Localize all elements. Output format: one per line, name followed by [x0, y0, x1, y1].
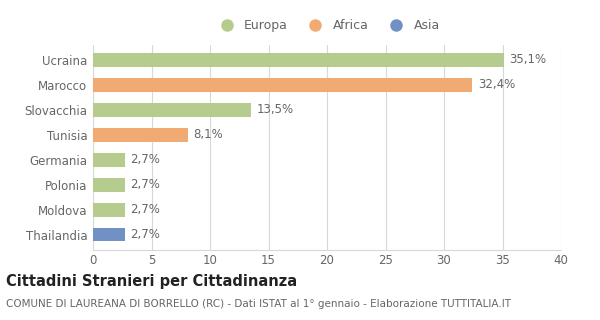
- Bar: [93, 153, 125, 166]
- Text: 32,4%: 32,4%: [478, 78, 515, 91]
- Text: 35,1%: 35,1%: [509, 53, 547, 66]
- Text: 8,1%: 8,1%: [194, 128, 223, 141]
- Text: Cittadini Stranieri per Cittadinanza: Cittadini Stranieri per Cittadinanza: [6, 274, 297, 289]
- Bar: [93, 128, 188, 141]
- Text: 2,7%: 2,7%: [130, 228, 160, 241]
- Text: 13,5%: 13,5%: [257, 103, 294, 116]
- Text: COMUNE DI LAUREANA DI BORRELLO (RC) - Dati ISTAT al 1° gennaio - Elaborazione TU: COMUNE DI LAUREANA DI BORRELLO (RC) - Da…: [6, 299, 511, 309]
- Bar: [93, 78, 472, 92]
- Text: 2,7%: 2,7%: [130, 153, 160, 166]
- Text: 2,7%: 2,7%: [130, 178, 160, 191]
- Legend: Europa, Africa, Asia: Europa, Africa, Asia: [209, 14, 445, 37]
- Bar: [93, 228, 125, 242]
- Bar: [93, 178, 125, 192]
- Bar: [93, 103, 251, 116]
- Bar: [93, 53, 503, 67]
- Text: 2,7%: 2,7%: [130, 203, 160, 216]
- Bar: [93, 203, 125, 217]
